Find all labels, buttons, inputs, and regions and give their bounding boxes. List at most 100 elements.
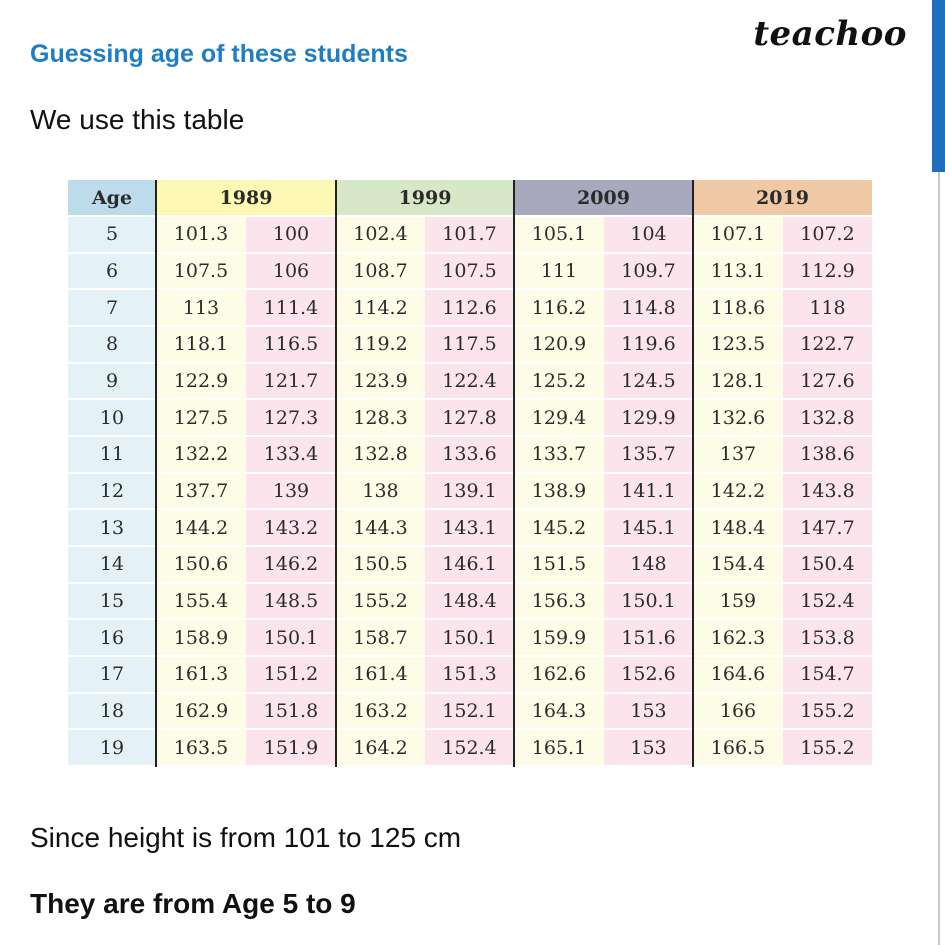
height-cell: 145.1 — [604, 510, 693, 547]
height-cell: 118.6 — [693, 290, 783, 327]
height-cell: 152.4 — [783, 583, 872, 621]
header-cell: 1999 — [336, 180, 514, 217]
height-cell: 151.5 — [514, 547, 604, 584]
height-cell: 107.2 — [783, 217, 872, 254]
height-cell: 127.6 — [783, 363, 872, 401]
height-cell: 107.5 — [425, 253, 514, 291]
height-cell: 142.2 — [693, 473, 783, 511]
height-cell: 150.4 — [783, 547, 872, 584]
height-cell: 138.9 — [514, 473, 604, 511]
age-cell: 14 — [68, 547, 156, 584]
height-cell: 111.4 — [246, 290, 336, 327]
height-cell: 158.7 — [336, 620, 425, 657]
height-cell: 106 — [246, 253, 336, 291]
height-cell: 143.1 — [425, 510, 514, 547]
header-cell: 1989 — [156, 180, 336, 217]
height-cell: 109.7 — [604, 253, 693, 291]
height-cell: 104 — [604, 217, 693, 254]
side-line — [938, 172, 940, 945]
height-cell: 133.4 — [246, 437, 336, 474]
height-cell: 143.8 — [783, 473, 872, 511]
height-cell: 161.4 — [336, 657, 425, 694]
height-cell: 154.4 — [693, 547, 783, 584]
height-cell: 155.2 — [336, 583, 425, 621]
height-cell: 138 — [336, 473, 425, 511]
height-cell: 100 — [246, 217, 336, 254]
height-cell: 150.1 — [246, 620, 336, 657]
age-cell: 15 — [68, 583, 156, 621]
age-cell: 7 — [68, 290, 156, 327]
height-cell: 148.5 — [246, 583, 336, 621]
height-cell: 129.4 — [514, 400, 604, 437]
age-cell: 19 — [68, 730, 156, 767]
height-cell: 138.6 — [783, 437, 872, 474]
age-cell: 13 — [68, 510, 156, 547]
height-cell: 156.3 — [514, 583, 604, 621]
height-cell: 164.6 — [693, 657, 783, 694]
height-cell: 101.7 — [425, 217, 514, 254]
height-cell: 118 — [783, 290, 872, 327]
height-cell: 159.9 — [514, 620, 604, 657]
height-cell: 123.9 — [336, 363, 425, 401]
column-separator — [513, 180, 515, 767]
height-cell: 123.5 — [693, 327, 783, 364]
side-bar — [932, 0, 945, 172]
header-cell: 2009 — [514, 180, 693, 217]
height-cell: 119.6 — [604, 327, 693, 364]
height-cell: 163.5 — [156, 730, 246, 767]
height-cell: 108.7 — [336, 253, 425, 291]
height-cell: 150.1 — [604, 583, 693, 621]
logo: teachoo — [753, 14, 907, 54]
height-cell: 112.6 — [425, 290, 514, 327]
height-cell: 139 — [246, 473, 336, 511]
age-cell: 16 — [68, 620, 156, 657]
height-cell: 165.1 — [514, 730, 604, 767]
height-cell: 118.1 — [156, 327, 246, 364]
height-cell: 119.2 — [336, 327, 425, 364]
height-cell: 162.3 — [693, 620, 783, 657]
height-cell: 150.5 — [336, 547, 425, 584]
age-cell: 12 — [68, 473, 156, 511]
height-cell: 162.9 — [156, 693, 246, 731]
height-cell: 132.8 — [336, 437, 425, 474]
height-cell: 127.8 — [425, 400, 514, 437]
height-cell: 127.5 — [156, 400, 246, 437]
height-cell: 150.1 — [425, 620, 514, 657]
height-cell: 120.9 — [514, 327, 604, 364]
height-cell: 114.2 — [336, 290, 425, 327]
height-cell: 125.2 — [514, 363, 604, 401]
height-cell: 139.1 — [425, 473, 514, 511]
height-cell: 155.4 — [156, 583, 246, 621]
height-cell: 144.2 — [156, 510, 246, 547]
height-cell: 122.7 — [783, 327, 872, 364]
height-cell: 158.9 — [156, 620, 246, 657]
height-cell: 151.2 — [246, 657, 336, 694]
height-cell: 132.8 — [783, 400, 872, 437]
height-cell: 148 — [604, 547, 693, 584]
conclusion-bold: They are from Age 5 to 9 — [30, 888, 356, 919]
height-cell: 141.1 — [604, 473, 693, 511]
height-cell: 116.5 — [246, 327, 336, 364]
height-cell: 128.1 — [693, 363, 783, 401]
height-cell: 164.3 — [514, 693, 604, 731]
height-cell: 147.7 — [783, 510, 872, 547]
height-cell: 155.2 — [783, 693, 872, 731]
height-cell: 102.4 — [336, 217, 425, 254]
height-cell: 112.9 — [783, 253, 872, 291]
column-separator — [692, 180, 694, 767]
height-cell: 113.1 — [693, 253, 783, 291]
height-cell: 152.6 — [604, 657, 693, 694]
height-cell: 107.1 — [693, 217, 783, 254]
height-cell: 148.4 — [693, 510, 783, 547]
age-cell: 17 — [68, 657, 156, 694]
height-cell: 137.7 — [156, 473, 246, 511]
height-cell: 152.1 — [425, 693, 514, 731]
height-cell: 146.1 — [425, 547, 514, 584]
height-cell: 111 — [514, 253, 604, 291]
height-cell: 151.3 — [425, 657, 514, 694]
height-cell: 116.2 — [514, 290, 604, 327]
height-cell: 132.2 — [156, 437, 246, 474]
height-cell: 150.6 — [156, 547, 246, 584]
age-cell: 9 — [68, 363, 156, 401]
